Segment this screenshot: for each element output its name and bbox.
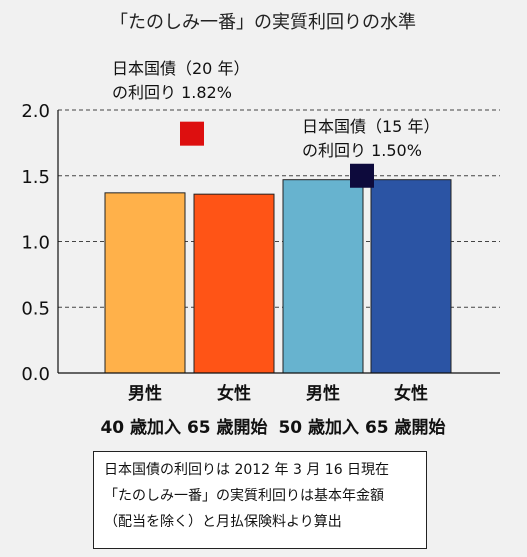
yield-marker: [350, 163, 374, 188]
bars: [104, 179, 452, 374]
y-tick-label: 0.0: [21, 364, 50, 385]
axes: [57, 110, 500, 374]
bar: [370, 179, 452, 374]
yield-marker-label: 日本国債（15 年）: [302, 117, 439, 136]
yield-marker-label: の利回り 1.50%: [302, 141, 422, 160]
chart-title: 「たのしみ一番」の実質利回りの水準: [110, 12, 416, 33]
x-tick-label-gender: 男性: [128, 383, 162, 404]
x-tick-label-gender: 女性: [394, 383, 428, 404]
yield-marker-labels: 日本国債（20 年） の利回り 1.82% 日本国債（15 年） の利回り 1.50%: [112, 59, 439, 160]
x-group-label: 50 歳加入 65 歳開始: [278, 417, 445, 438]
y-tick-label: 0.5: [21, 298, 50, 319]
y-tick-label: 2.0: [21, 101, 50, 122]
yield-marker: [180, 121, 204, 146]
chart: 「たのしみ一番」の実質利回りの水準 0.0 0.5 1.0 1.5 2.0 日本国債（2…: [21, 12, 500, 438]
footnote-line-2: 「たのしみ一番」の実質利回りは基本年金額: [104, 488, 384, 504]
yield-marker-label: 日本国債（20 年）: [112, 59, 249, 78]
x-tick-label-gender: 男性: [306, 383, 340, 404]
bar: [193, 193, 275, 374]
yield-marker-label: の利回り 1.82%: [112, 83, 232, 102]
y-tick-label: 1.5: [21, 167, 50, 188]
yield-markers: [180, 121, 374, 188]
y-tick-labels: 0.0 0.5 1.0 1.5 2.0: [21, 101, 50, 385]
x-tick-label-gender: 女性: [217, 383, 251, 404]
y-tick-label: 1.0: [21, 233, 50, 254]
x-tick-labels: 男性 女性 男性 女性 40 歳加入 65 歳開始 50 歳加入 65 歳開始: [100, 383, 445, 438]
footnote-box: 日本国債の利回りは 2012 年 3 月 16 日現在 「たのしみ一番」の実質利…: [93, 451, 427, 549]
bar: [104, 192, 186, 374]
x-group-label: 40 歳加入 65 歳開始: [100, 417, 267, 438]
footnote-line-3: （配当を除く）と月払保険料より算出: [104, 514, 342, 530]
bar: [282, 179, 364, 374]
footnote-line-1: 日本国債の利回りは 2012 年 3 月 16 日現在: [104, 462, 390, 478]
